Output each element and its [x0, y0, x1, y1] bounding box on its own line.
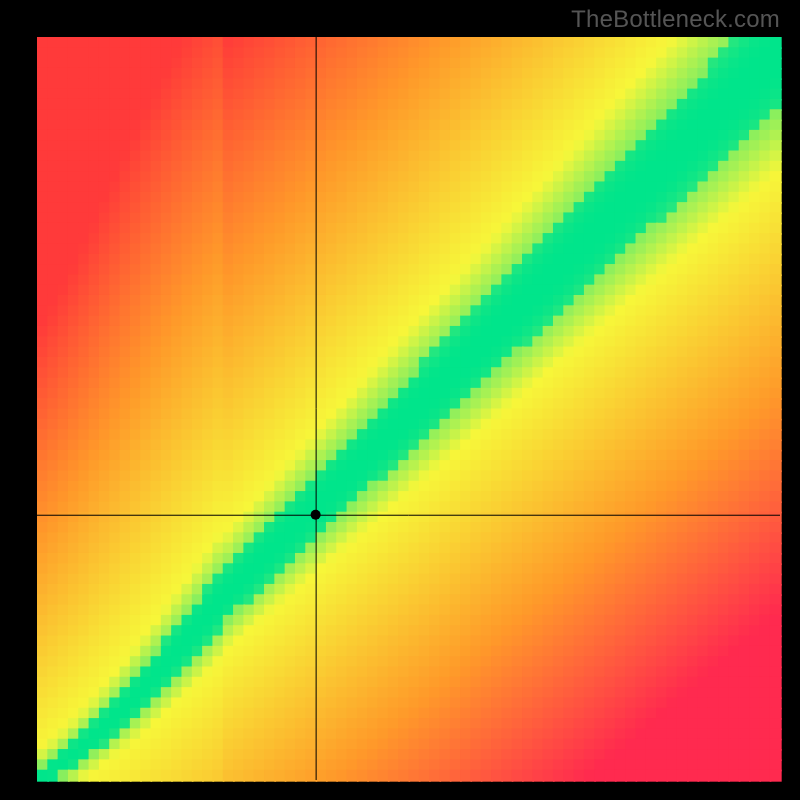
chart-container: TheBottleneck.com	[0, 0, 800, 800]
watermark-text: TheBottleneck.com	[571, 6, 780, 34]
heatmap-canvas	[0, 0, 800, 800]
